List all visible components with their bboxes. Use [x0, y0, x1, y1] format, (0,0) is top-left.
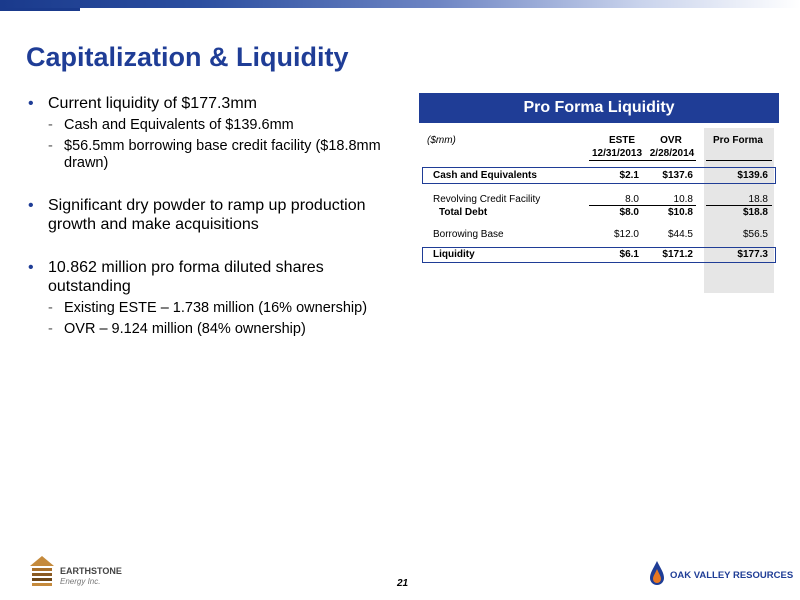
earthstone-logo-text: EARTHSTONE: [60, 566, 122, 576]
oak-valley-logo: Oak Valley Resources: [648, 560, 793, 590]
cell-ovr-cash: $137.6: [662, 170, 693, 181]
sub-bullet-item: - Cash and Equivalents of $139.6mm: [26, 117, 386, 134]
liquidity-table-panel: Pro Forma Liquidity ($mm) ESTE 12/31/201…: [419, 93, 779, 298]
page-title: Capitalization & Liquidity: [26, 42, 349, 72]
row-label-liquidity: Liquidity: [433, 249, 475, 260]
cell-este-cash: $2.1: [619, 170, 639, 181]
top-accent-bar: [0, 8, 80, 11]
bullet-item: • Current liquidity of $177.3mm: [26, 94, 386, 113]
sub-bullet-text: Cash and Equivalents of $139.6mm: [64, 117, 294, 133]
column-date-ovr: 2/28/2014: [649, 148, 695, 159]
column-header-ovr: OVR: [660, 135, 682, 146]
dash-icon: -: [48, 321, 53, 337]
cell-pf-cash: $139.6: [737, 170, 768, 181]
column-header-este: ESTE: [608, 135, 636, 146]
earthstone-mark-icon: [30, 556, 54, 586]
bullet-text: Significant dry powder to ramp up produc…: [48, 197, 366, 233]
table-header: Pro Forma Liquidity: [419, 93, 779, 123]
cell-este-total-debt: $8.0: [619, 207, 639, 218]
cash-row-highlight: [422, 167, 776, 184]
dash-icon: -: [48, 117, 53, 133]
subtotal-divider: [706, 205, 772, 206]
earthstone-logo: EARTHSTONE Energy Inc.: [26, 552, 136, 592]
bullet-dot-icon: •: [28, 197, 34, 214]
earthstone-logo-subtext: Energy Inc.: [60, 577, 101, 586]
oil-drop-icon: [650, 561, 664, 585]
bullet-text: 10.862 million pro forma diluted shares …: [48, 259, 324, 295]
row-label-cash: Cash and Equivalents: [433, 170, 537, 181]
unit-label: ($mm): [427, 135, 456, 146]
cell-ovr-revolver: 10.8: [673, 194, 693, 205]
cell-este-revolver: 8.0: [625, 194, 639, 205]
bullet-list: • Current liquidity of $177.3mm - Cash a…: [26, 94, 386, 338]
column-date-este: 12/31/2013: [591, 148, 643, 159]
liquidity-row-highlight: [422, 247, 776, 263]
column-header-pro-forma: Pro Forma: [712, 135, 763, 146]
cell-pf-liquidity: $177.3: [737, 249, 768, 260]
bullet-dot-icon: •: [28, 259, 34, 276]
cell-pf-borrowing-base: $56.5: [742, 229, 768, 240]
subtotal-divider: [589, 205, 696, 206]
sub-bullet-item: - $56.5mm borrowing base credit facility…: [26, 138, 386, 172]
cell-pf-total-debt: $18.8: [742, 207, 768, 218]
cell-ovr-borrowing-base: $44.5: [667, 229, 693, 240]
bullet-item: • 10.862 million pro forma diluted share…: [26, 258, 386, 296]
dash-icon: -: [48, 138, 53, 154]
sub-bullet-text: $56.5mm borrowing base credit facility (…: [64, 138, 381, 171]
cell-ovr-liquidity: $171.2: [662, 249, 693, 260]
page-number: 21: [397, 578, 409, 589]
row-label-total-debt: Total Debt: [439, 207, 488, 218]
oak-valley-logo-text: Oak Valley Resources: [670, 570, 794, 581]
cell-ovr-total-debt: $10.8: [667, 207, 693, 218]
cell-este-liquidity: $6.1: [619, 249, 639, 260]
pro-forma-column-shading: [704, 128, 774, 293]
header-divider: [589, 160, 696, 161]
dash-icon: -: [48, 300, 53, 316]
cell-este-borrowing-base: $12.0: [613, 229, 639, 240]
row-label-borrowing-base: Borrowing Base: [433, 229, 504, 240]
sub-bullet-item: - OVR – 9.124 million (84% ownership): [26, 321, 386, 338]
header-divider: [706, 160, 772, 161]
bullet-text: Current liquidity of $177.3mm: [48, 95, 257, 112]
sub-bullet-text: Existing ESTE – 1.738 million (16% owner…: [64, 300, 368, 316]
liquidity-table: ($mm) ESTE 12/31/2013 OVR 2/28/2014 Pro …: [419, 123, 779, 298]
sub-bullet-text: OVR – 9.124 million (84% ownership): [64, 321, 306, 337]
cell-pf-revolver: 18.8: [748, 194, 768, 205]
row-label-revolver: Revolving Credit Facility: [433, 194, 541, 205]
sub-bullet-item: - Existing ESTE – 1.738 million (16% own…: [26, 300, 386, 317]
top-gradient-bar: [0, 0, 800, 8]
bullet-item: • Significant dry powder to ramp up prod…: [26, 196, 386, 234]
bullet-dot-icon: •: [28, 95, 34, 112]
